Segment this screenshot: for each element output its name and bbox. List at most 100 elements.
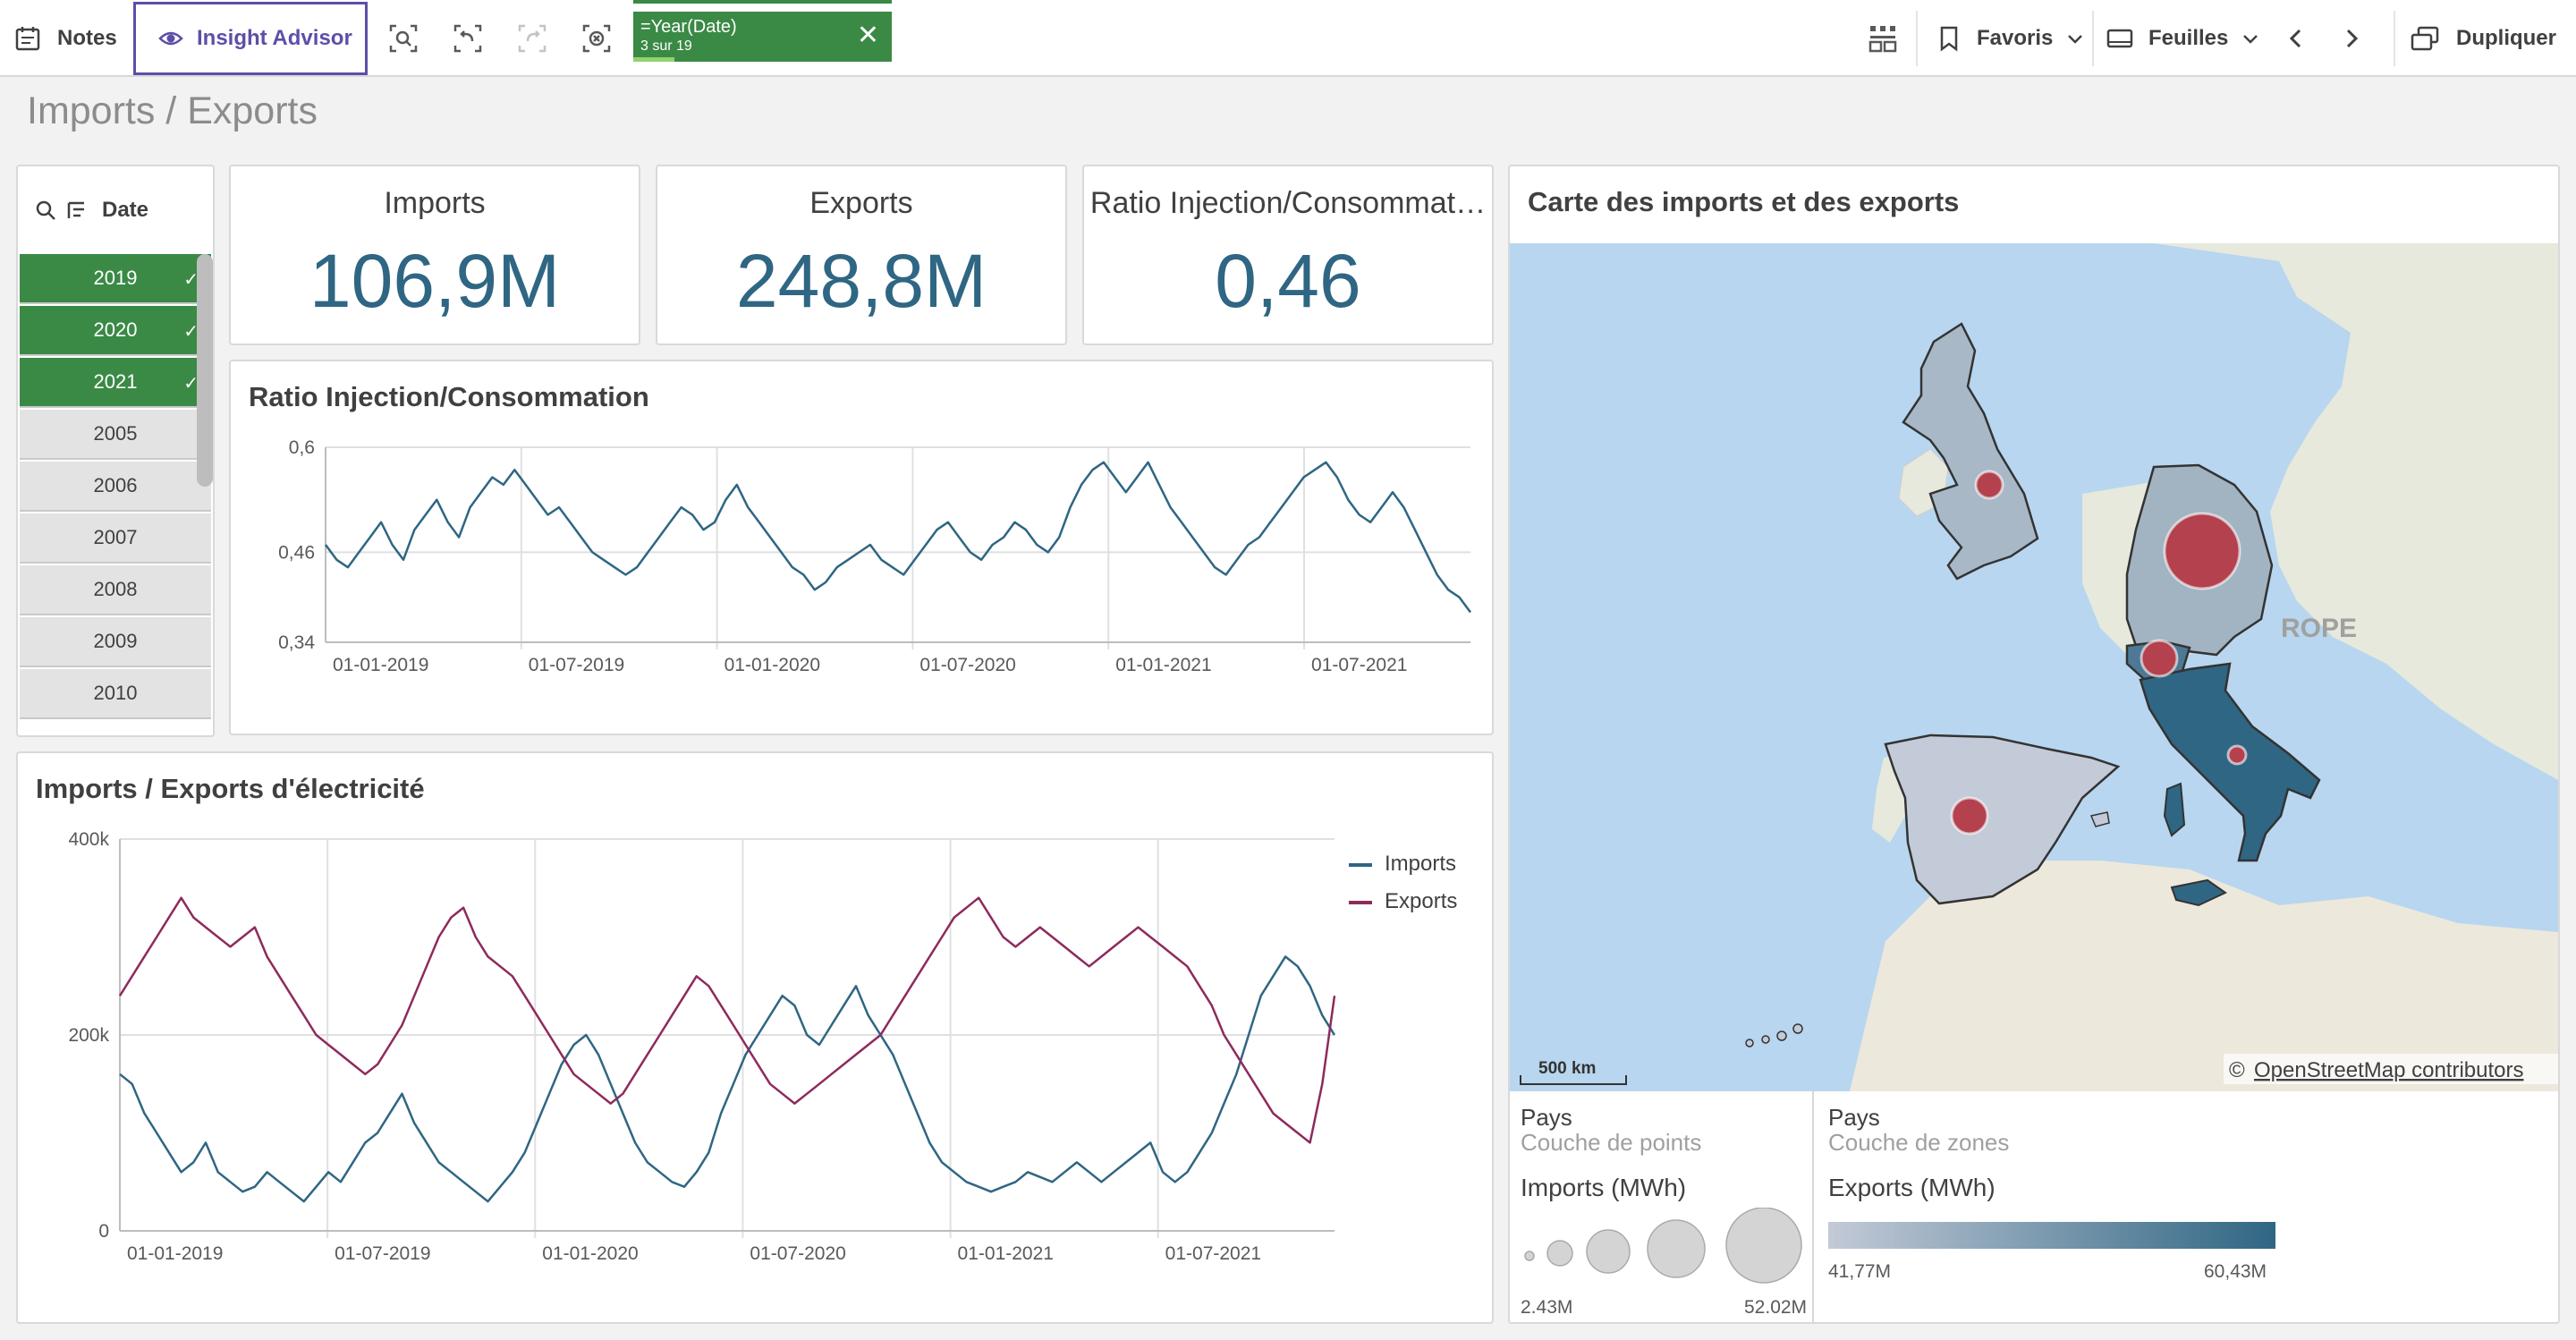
kpi-imports[interactable]: Imports 106,9M [229,165,640,345]
filter-item-label: 2008 [93,578,138,600]
openstreetmap-link[interactable]: OpenStreetMap contributors [2254,1058,2524,1082]
country-united-kingdom[interactable] [1902,322,2039,581]
filter-item-label: 2006 [93,474,138,496]
map-legend: Pays Couche de points Imports (MWh) 2.43… [1510,1091,2558,1322]
kpi-label: Exports [809,186,913,220]
filter-item-2007[interactable]: 2007 [20,513,211,564]
favoris-button[interactable]: Favoris [1937,0,2085,77]
x-tick-label: 01-01-2021 [958,1243,1054,1264]
kpi-exports[interactable]: Exports 248,8M [656,165,1067,345]
clear-selections-button[interactable] [578,20,615,57]
filter-item-2009[interactable]: 2009 [20,617,211,667]
selection-pill-title: =Year(Date) [640,17,737,37]
step-forward-icon [518,24,547,53]
kpi-label: Imports [384,186,486,220]
chevron-left-icon [2289,29,2301,48]
country-italy-sicily[interactable] [2170,878,2227,907]
chevron-down-icon [2243,35,2258,44]
filter-item-label: 2010 [93,682,138,704]
x-tick-label: 01-07-2021 [1311,655,1407,675]
toolbar-divider [1916,11,1918,66]
filter-item-label: 2007 [93,526,138,548]
legend-bubble [1524,1251,1535,1261]
scale-label: 500 km [1538,1059,1596,1078]
import-bubble-uk[interactable] [1974,470,2004,500]
region-label: ROPE [2281,614,2357,643]
import-bubble-germany[interactable] [2163,512,2241,590]
y-tick-label: 400k [68,829,109,850]
legend-item-exports[interactable]: Exports [1349,889,1457,914]
legend-measure: Exports (MWh) [1828,1174,1996,1201]
x-tick-label: 01-01-2019 [127,1243,223,1264]
filter-header[interactable]: Date [18,166,213,254]
chart-title: Imports / Exports d'électricité [36,773,425,804]
y-tick-label: 200k [68,1025,109,1046]
filter-item-2019[interactable]: 2019 ✓ [20,254,211,304]
kpi-value: 248,8M [735,239,987,323]
country-spain-canary-island[interactable] [1761,1035,1770,1044]
filter-item-2005[interactable]: 2005 [20,410,211,460]
x-tick-label: 01-07-2019 [529,655,624,675]
filter-scrollbar-thumb[interactable] [197,254,213,487]
filter-item-label: 2005 [93,422,138,445]
series-line-imports[interactable] [119,955,1336,1203]
filter-item-2020[interactable]: 2020 ✓ [20,306,211,356]
map-title: Carte des imports et des exports [1528,186,1960,217]
country-spain-balearic[interactable] [2089,811,2110,827]
legend-max: 60,43M [2204,1261,2267,1282]
smart-search-icon [389,24,418,53]
import-bubble-switzerland[interactable] [2140,639,2179,678]
step-back-button[interactable] [449,20,487,57]
country-spain-canary-island[interactable] [1745,1039,1754,1047]
country-italy-sardinia[interactable] [2163,782,2186,837]
step-forward-button[interactable] [513,20,551,57]
country-spain-canary-island[interactable] [1776,1030,1787,1041]
country-spain-canary-island[interactable] [1792,1023,1803,1034]
selection-pill-count: 3 sur 19 [640,38,692,54]
filter-item-label: 2009 [93,630,138,652]
import-bubble-spain[interactable] [1950,796,1989,835]
insight-advisor-icon [158,31,183,46]
kpi-ratio[interactable]: Ratio Injection/Consommat… 0,46 [1082,165,1494,345]
series-line-exports[interactable] [118,896,1336,1144]
filter-item-2021[interactable]: 2021 ✓ [20,358,211,408]
check-icon: ✓ [183,270,199,290]
filter-item-2010[interactable]: 2010 [20,669,211,719]
legend-label: Exports [1385,889,1458,913]
ratio-chart-panel[interactable]: Ratio Injection/Consommation 01-01-2019 0… [229,360,1494,735]
filter-item-2008[interactable]: 2008 [20,565,211,615]
check-icon: ✓ [183,322,199,342]
selection-pill[interactable]: =Year(Date) 3 sur 19 ✕ [633,12,892,62]
check-icon: ✓ [183,374,199,394]
favoris-label: Favoris [1977,26,2054,50]
filter-scrollbar-track[interactable] [213,254,215,649]
x-tick-label: 01-07-2021 [1165,1243,1261,1264]
color-gradient-legend [1828,1222,2275,1249]
bookmark-icon [1940,26,1958,52]
ratio-line-chart[interactable]: 01-01-2019 01-07-2019 01-01-2020 01-07-2020… [231,361,1492,734]
country-spain[interactable] [1884,734,2121,905]
x-tick-label: 01-07-2020 [919,655,1015,675]
feuilles-button[interactable]: Feuilles [2106,0,2260,77]
chevron-down-icon [2068,35,2083,44]
previous-sheet-button[interactable] [2277,20,2315,57]
assets-panel-button[interactable] [1864,20,1902,57]
insight-advisor-button[interactable]: Insight Advisor [133,2,368,75]
close-icon[interactable]: ✕ [856,21,879,50]
notes-button[interactable]: Notes [14,0,117,77]
legend-layer-type: Couche de zones [1828,1129,2010,1156]
filter-item-2006[interactable]: 2006 [20,462,211,512]
x-tick-label: 01-01-2020 [724,655,820,675]
legend-item-imports[interactable]: Imports [1349,852,1456,877]
x-tick-label: 01-01-2021 [1115,655,1211,675]
imports-exports-chart-panel[interactable]: Imports / Exports d'électricité 01-01-20… [16,751,1494,1324]
toolbar: Notes Insight Advisor [0,0,2576,77]
import-bubble-italy[interactable] [2226,744,2248,766]
dupliquer-button[interactable]: Dupliquer [2410,0,2556,77]
smart-search-button[interactable] [385,20,422,57]
map-canvas[interactable]: ROPE 500 km © OpenStreetMap contributors [1510,243,2558,1091]
next-sheet-button[interactable] [2333,20,2370,57]
y-tick-label: 0,6 [289,437,315,458]
imports-exports-line-chart[interactable]: 01-01-2019 01-07-2019 01-01-2020 01-07-2020… [18,753,1492,1322]
series-line-0[interactable] [324,461,1472,614]
